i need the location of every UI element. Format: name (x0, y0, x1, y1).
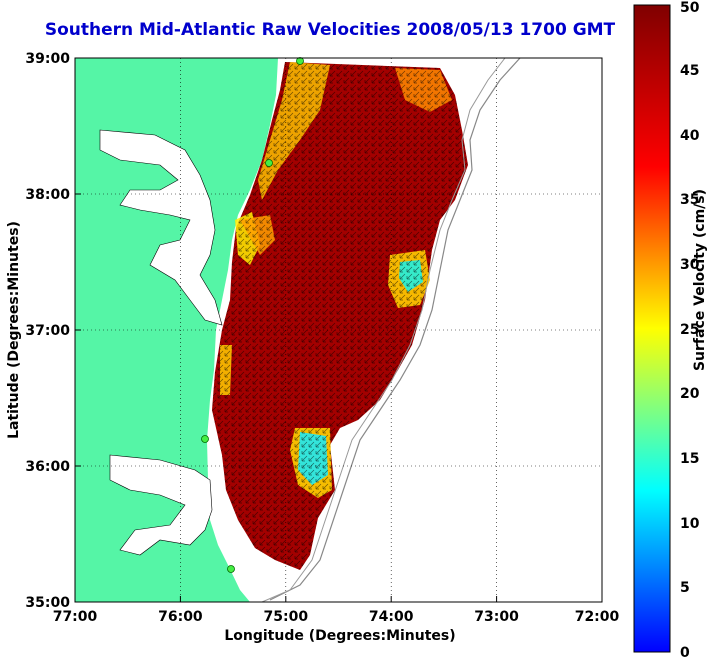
x-tick-label: 72:00 (575, 609, 620, 625)
pamlico-sound (109, 454, 213, 556)
grid-lines (75, 58, 602, 602)
colorbar (633, 4, 671, 653)
colorbar-tick: 25 (680, 322, 699, 338)
colorbar-tick: 0 (680, 645, 690, 659)
y-axis-label: Latitude (Degrees:Minutes) (6, 221, 22, 439)
y-tick-label: 35:00 (25, 595, 70, 611)
x-tick-label: 75:00 (264, 609, 309, 625)
bathymetry-contours (269, 58, 521, 601)
colorbar-tick: 50 (680, 0, 700, 16)
colorbar-tick: 10 (680, 516, 700, 532)
colorbar-tick: 5 (680, 580, 690, 596)
x-tick-label: 73:00 (474, 609, 519, 625)
colorbar-tick: 30 (680, 257, 700, 273)
colorbar-label: Surface Velocity (cm/s) (692, 188, 708, 372)
x-tick-label: 77:00 (53, 609, 98, 625)
x-axis-label: Longitude (Degrees:Minutes) (224, 628, 455, 644)
y-tick-label: 37:00 (25, 323, 70, 339)
colorbar-tick: 15 (680, 451, 699, 467)
colorbar-tick: 35 (680, 192, 699, 208)
colorbar-tick: 45 (680, 63, 699, 79)
y-tick-label: 39:00 (25, 51, 70, 67)
colorbar-tick: 40 (680, 128, 700, 144)
x-tick-label: 74:00 (369, 609, 414, 625)
y-tick-label: 36:00 (25, 459, 70, 475)
y-tick-label: 38:00 (25, 187, 70, 203)
x-tick-label: 76:00 (158, 609, 203, 625)
station-markers (201, 57, 304, 573)
chesapeake-bay (99, 129, 223, 326)
map-title: Southern Mid-Atlantic Raw Velocities 200… (44, 20, 616, 40)
colorbar-tick: 20 (680, 386, 700, 402)
